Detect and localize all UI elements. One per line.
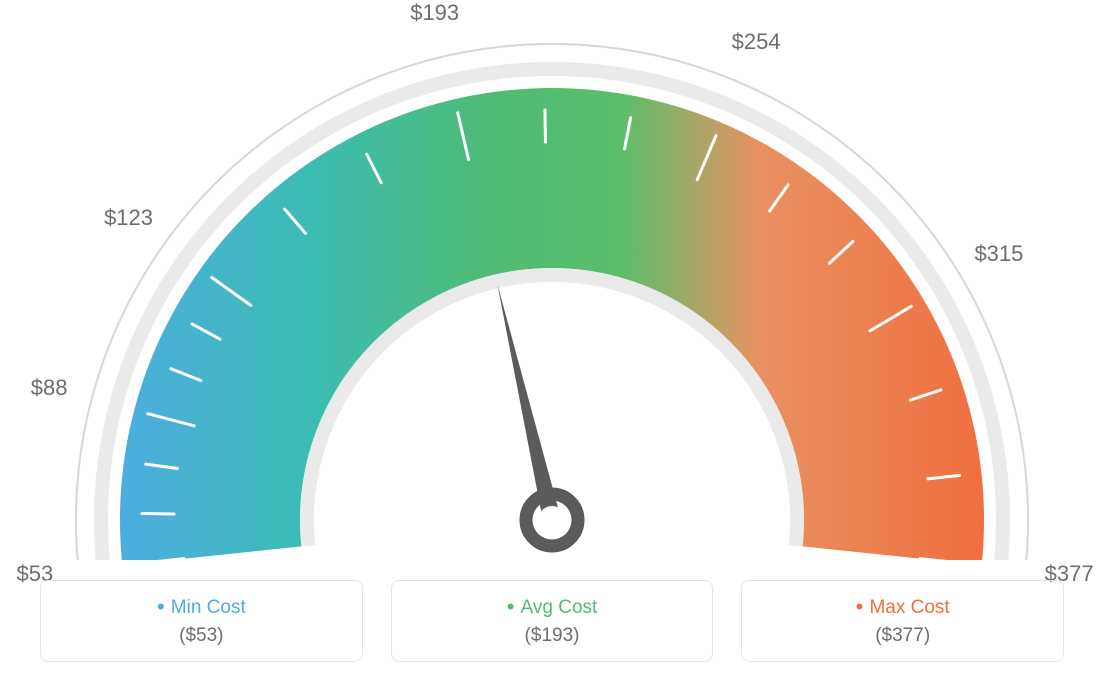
gauge-tick-label: $88 xyxy=(31,375,68,401)
legend-card-min: Min Cost ($53) xyxy=(40,580,363,662)
legend-row: Min Cost ($53) Avg Cost ($193) Max Cost … xyxy=(0,580,1104,662)
gauge-chart: $53$88$123$193$254$315$377 xyxy=(0,0,1104,560)
gauge-tick-label: $315 xyxy=(974,241,1023,267)
legend-title-min: Min Cost xyxy=(41,593,362,619)
legend-value-max: ($377) xyxy=(742,625,1063,647)
legend-value-avg: ($193) xyxy=(392,625,713,647)
gauge-svg xyxy=(0,0,1104,560)
gauge-tick-label: $254 xyxy=(732,29,781,55)
legend-value-min: ($53) xyxy=(41,625,362,647)
gauge-tick-label: $123 xyxy=(104,205,153,231)
gauge-tick-label: $193 xyxy=(410,0,459,26)
legend-title-max: Max Cost xyxy=(742,593,1063,619)
legend-title-avg: Avg Cost xyxy=(392,593,713,619)
legend-card-avg: Avg Cost ($193) xyxy=(391,580,714,662)
legend-card-max: Max Cost ($377) xyxy=(741,580,1064,662)
